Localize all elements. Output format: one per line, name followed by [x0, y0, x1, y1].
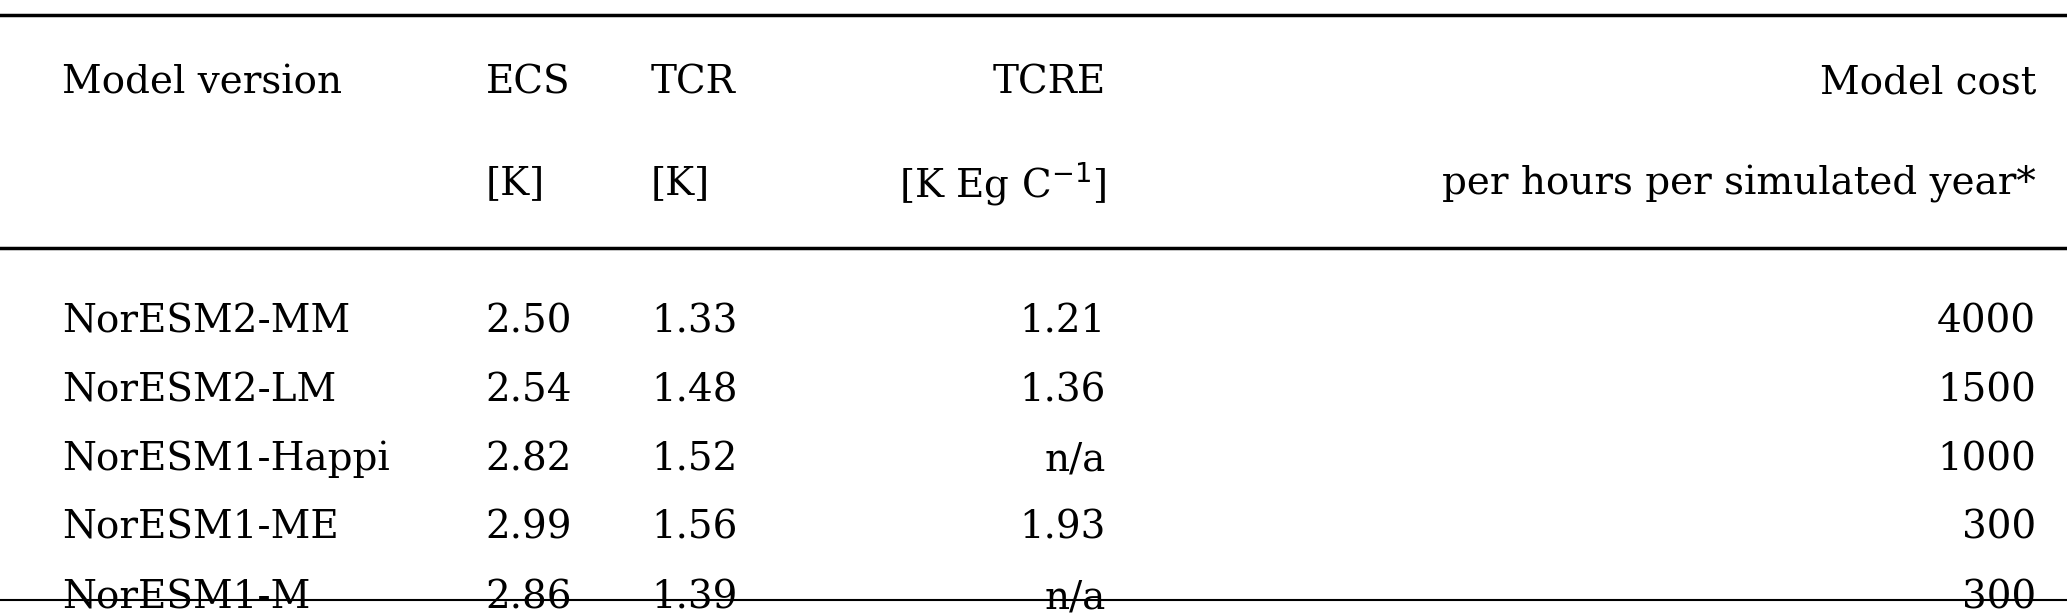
Text: 2.82: 2.82 — [486, 441, 573, 478]
Text: 4000: 4000 — [1937, 303, 2036, 340]
Text: NorESM1-M: NorESM1-M — [62, 579, 310, 613]
Text: n/a: n/a — [1044, 441, 1106, 478]
Text: 300: 300 — [1962, 579, 2036, 613]
Text: per hours per simulated year*: per hours per simulated year* — [1443, 165, 2036, 203]
Text: 1.52: 1.52 — [651, 441, 738, 478]
Text: TCR: TCR — [651, 64, 736, 101]
Text: [K]: [K] — [651, 166, 711, 202]
Text: 2.99: 2.99 — [486, 510, 573, 547]
Text: 2.86: 2.86 — [486, 579, 573, 613]
Text: 1.56: 1.56 — [651, 510, 738, 547]
Text: NorESM2-MM: NorESM2-MM — [62, 303, 349, 340]
Text: 1.93: 1.93 — [1019, 510, 1106, 547]
Text: TCRE: TCRE — [992, 64, 1106, 101]
Text: Model version: Model version — [62, 64, 343, 101]
Text: NorESM1-Happi: NorESM1-Happi — [62, 441, 391, 479]
Text: 1500: 1500 — [1937, 373, 2036, 409]
Text: ECS: ECS — [486, 64, 570, 101]
Text: 300: 300 — [1962, 510, 2036, 547]
Text: NorESM1-ME: NorESM1-ME — [62, 510, 339, 547]
Text: 1.48: 1.48 — [651, 373, 738, 409]
Text: 1.21: 1.21 — [1019, 303, 1106, 340]
Text: 2.50: 2.50 — [486, 303, 573, 340]
Text: 1000: 1000 — [1937, 441, 2036, 478]
Text: [K Eg C$^{-1}$]: [K Eg C$^{-1}$] — [899, 161, 1106, 207]
Text: NorESM2-LM: NorESM2-LM — [62, 373, 337, 409]
Text: Model cost: Model cost — [1819, 64, 2036, 101]
Text: [K]: [K] — [486, 166, 546, 202]
Text: 1.36: 1.36 — [1019, 373, 1106, 409]
Text: n/a: n/a — [1044, 579, 1106, 613]
Text: 2.54: 2.54 — [486, 373, 573, 409]
Text: 1.39: 1.39 — [651, 579, 738, 613]
Text: 1.33: 1.33 — [651, 303, 738, 340]
